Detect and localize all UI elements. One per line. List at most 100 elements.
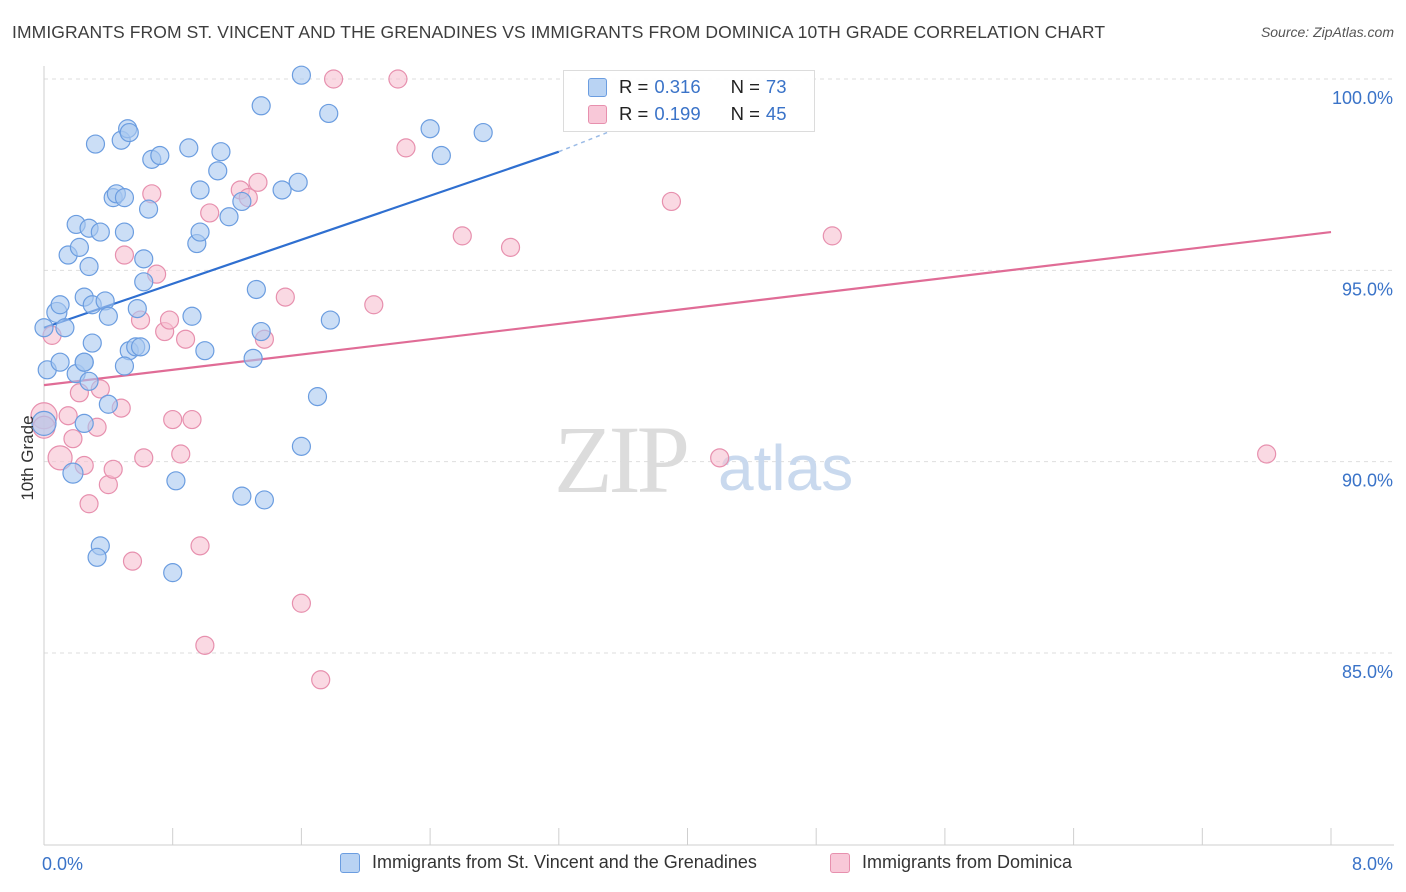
- data-point-dominica: [500, 237, 521, 257]
- data-point-st-vincent: [288, 172, 308, 192]
- data-point-dominica: [58, 406, 78, 426]
- x-tick-label: 8.0%: [1352, 854, 1393, 874]
- data-point-st-vincent: [291, 65, 311, 85]
- data-point-dominica: [822, 226, 842, 246]
- series-st-vincent: [31, 65, 493, 583]
- data-point-dominica: [323, 69, 344, 89]
- data-point-dominica: [190, 536, 210, 556]
- grid-lines: [44, 78, 1394, 654]
- legend-row-blue: R = 0.316 N = 73: [588, 75, 787, 99]
- data-point-st-vincent: [319, 103, 339, 124]
- data-point-st-vincent: [98, 306, 118, 326]
- data-point-st-vincent: [190, 180, 210, 200]
- legend-n-value: 45: [765, 103, 787, 124]
- data-point-st-vincent: [31, 410, 57, 436]
- data-point-st-vincent: [134, 272, 154, 292]
- data-point-st-vincent: [179, 138, 199, 158]
- data-point-st-vincent: [114, 356, 135, 376]
- data-point-dominica: [163, 409, 183, 430]
- data-point-dominica: [171, 444, 191, 464]
- data-point-st-vincent: [62, 462, 84, 484]
- data-point-st-vincent: [130, 337, 151, 357]
- y-axis-label: 10th Grade: [18, 415, 37, 500]
- y-tick-label: 90.0%: [1342, 471, 1393, 491]
- data-point-st-vincent: [79, 256, 99, 277]
- bottom-legend-label-blue: Immigrants from St. Vincent and the Gren…: [372, 852, 757, 872]
- data-point-dominica: [452, 226, 472, 246]
- legend-r-value: 0.199: [654, 103, 701, 124]
- x-tick-label: 0.0%: [42, 854, 83, 874]
- bottom-legend-label-pink: Immigrants from Dominica: [862, 852, 1073, 872]
- data-point-st-vincent: [98, 394, 118, 414]
- trend-line-dominica: [43, 230, 1332, 387]
- data-point-st-vincent: [127, 299, 147, 319]
- data-point-st-vincent: [79, 371, 99, 391]
- data-point-st-vincent: [166, 471, 186, 491]
- data-point-st-vincent: [307, 387, 328, 407]
- data-point-st-vincent: [74, 413, 94, 433]
- data-point-st-vincent: [163, 563, 183, 583]
- data-point-st-vincent: [251, 321, 271, 342]
- data-point-st-vincent: [251, 96, 271, 116]
- data-point-st-vincent: [420, 119, 440, 139]
- data-point-st-vincent: [50, 352, 70, 372]
- bottom-legend-pink: Immigrants from Dominica: [830, 852, 1072, 873]
- data-point-st-vincent: [473, 122, 493, 143]
- data-point-st-vincent: [87, 547, 107, 567]
- data-point-st-vincent: [74, 352, 94, 372]
- data-point-dominica: [396, 138, 416, 158]
- legend-row-pink: R = 0.199 N = 45: [588, 102, 787, 126]
- data-point-dominica: [291, 593, 311, 613]
- data-point-dominica: [159, 310, 180, 330]
- data-point-dominica: [114, 245, 135, 265]
- data-point-dominica: [275, 287, 295, 307]
- watermark-atlas: atlas: [718, 432, 853, 504]
- bottom-legend-swatch-pink: [830, 852, 850, 873]
- legend-r-value: 0.316: [654, 76, 701, 97]
- data-point-dominica: [661, 191, 682, 212]
- data-point-st-vincent: [90, 222, 110, 242]
- data-point-dominica: [388, 69, 408, 89]
- bottom-legend-swatch-blue: [340, 852, 360, 873]
- data-point-st-vincent: [232, 191, 252, 212]
- data-point-st-vincent: [190, 222, 210, 242]
- data-point-st-vincent: [320, 310, 340, 330]
- data-point-st-vincent: [119, 122, 139, 143]
- data-point-dominica: [710, 448, 730, 468]
- data-point-dominica: [364, 295, 384, 315]
- chart-title: IMMIGRANTS FROM ST. VINCENT AND THE GREN…: [12, 22, 1106, 42]
- data-point-st-vincent: [291, 436, 311, 456]
- legend-swatch-blue: [588, 77, 607, 97]
- data-point-dominica: [134, 448, 154, 468]
- data-point-dominica: [1257, 444, 1277, 464]
- axes: [43, 66, 1394, 846]
- trend-line-st-vincent: [43, 150, 560, 329]
- data-point-st-vincent: [431, 145, 451, 166]
- data-point-dominica: [195, 635, 215, 655]
- y-tick-label: 95.0%: [1342, 279, 1393, 299]
- data-point-dominica: [200, 203, 220, 223]
- data-point-st-vincent: [134, 249, 154, 269]
- data-point-dominica: [182, 409, 202, 430]
- tick-labels: 85.0% 90.0% 95.0% 100.0% 0.0% 8.0%: [42, 88, 1393, 874]
- bottom-legend-blue: Immigrants from St. Vincent and the Gren…: [340, 852, 757, 873]
- data-point-st-vincent: [114, 222, 135, 242]
- watermark: ZIP atlas: [554, 406, 853, 513]
- data-point-st-vincent: [195, 341, 215, 361]
- data-point-st-vincent: [208, 161, 228, 181]
- data-point-dominica: [79, 494, 99, 514]
- data-point-st-vincent: [150, 145, 170, 166]
- data-point-dominica: [63, 429, 83, 449]
- data-point-st-vincent: [219, 207, 239, 227]
- data-point-dominica: [175, 329, 196, 349]
- legend-r-label: R =: [619, 103, 649, 124]
- data-point-st-vincent: [138, 199, 159, 219]
- data-point-dominica: [103, 459, 123, 479]
- data-point-st-vincent: [82, 333, 102, 353]
- data-point-dominica: [248, 172, 268, 192]
- source-credit: Source: ZipAtlas.com: [1260, 24, 1394, 40]
- legend-r-label: R =: [619, 76, 649, 97]
- stats-legend: R = 0.316 N = 73 R = 0.199 N = 45: [563, 70, 815, 132]
- data-point-st-vincent: [254, 490, 274, 510]
